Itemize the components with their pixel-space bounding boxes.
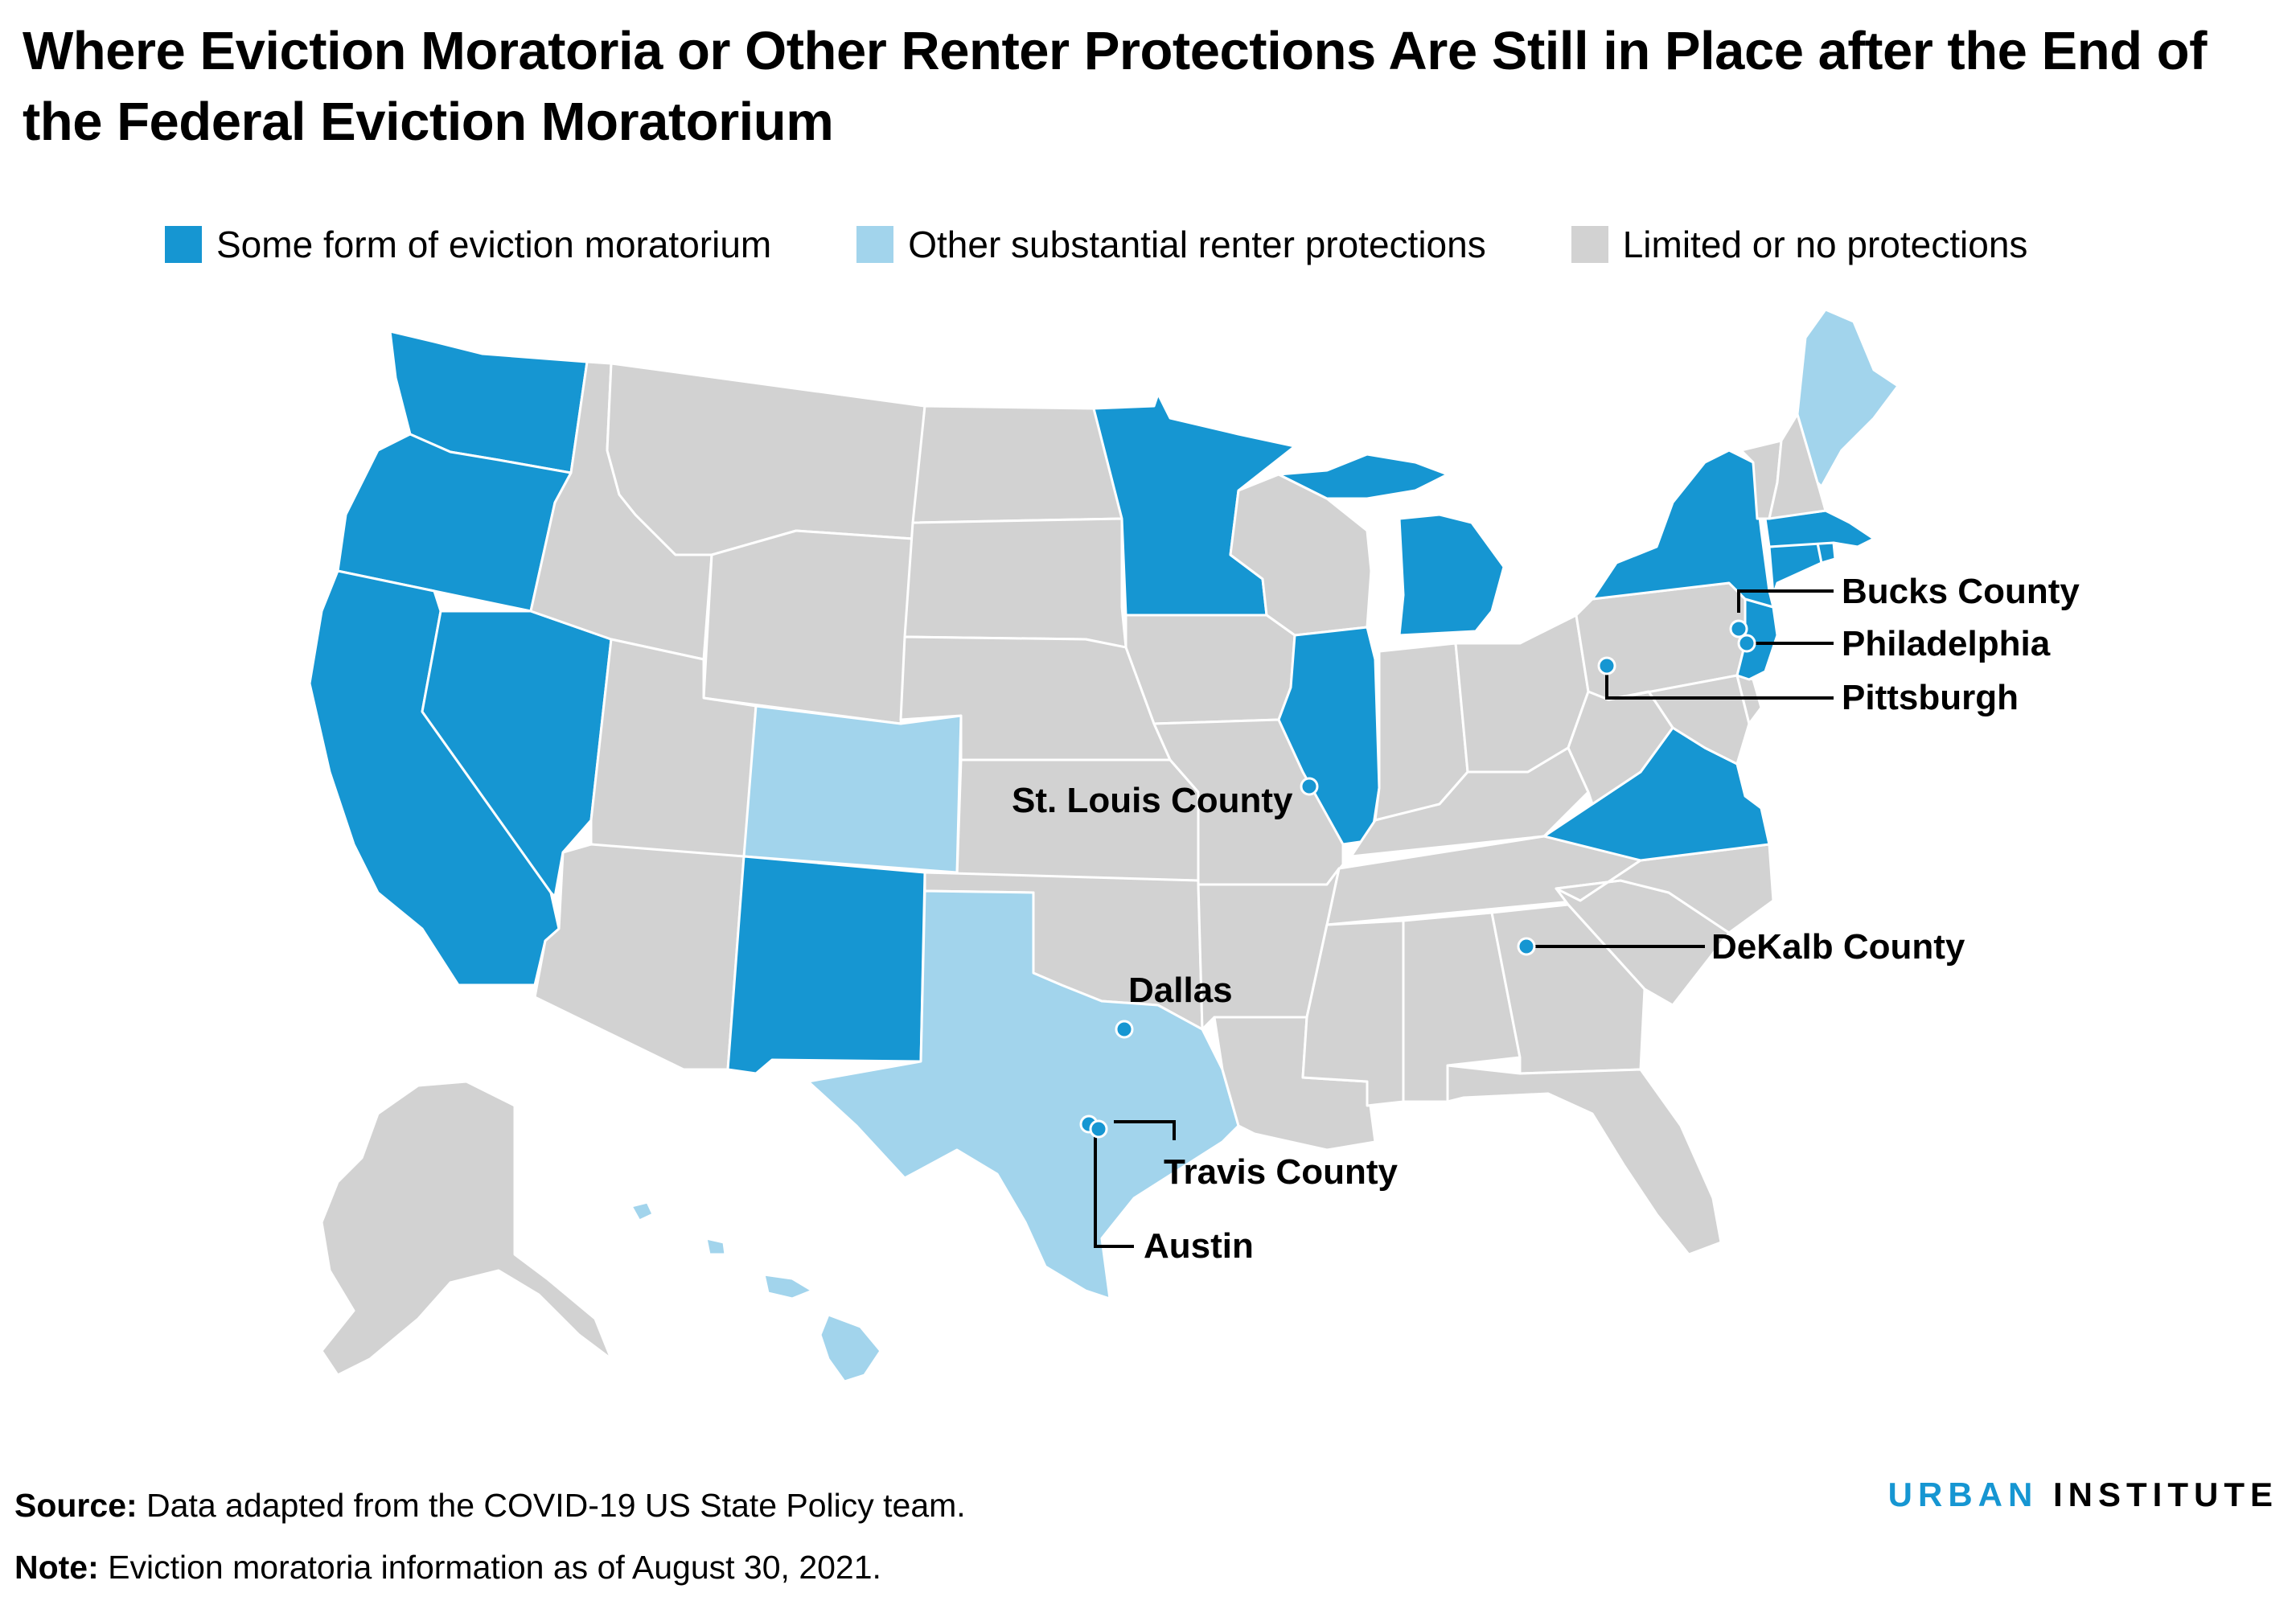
state-rhode-island bbox=[1816, 541, 1837, 564]
marker-stlouis bbox=[1300, 777, 1319, 796]
legend-label-other: Other substantial renter protections bbox=[908, 224, 1486, 265]
leader-bucks bbox=[1737, 589, 1834, 613]
state-new-mexico bbox=[726, 855, 926, 1075]
leader-pittsburgh bbox=[1605, 666, 1834, 700]
state-illinois bbox=[1277, 626, 1381, 846]
legend-swatch-other bbox=[856, 226, 894, 263]
legend-item-limited: Limited or no protections bbox=[1571, 222, 2028, 267]
state-iowa bbox=[1124, 614, 1296, 725]
state-michigan-up bbox=[1277, 453, 1449, 500]
legend-item-other: Other substantial renter protections bbox=[856, 222, 1486, 267]
state-florida bbox=[1446, 1064, 1723, 1256]
legend-label-moratorium: Some form of eviction moratorium bbox=[216, 224, 772, 265]
note-text: Eviction moratoria information as of Aug… bbox=[98, 1549, 881, 1586]
label-philadelphia: Philadelphia bbox=[1842, 624, 2051, 663]
state-hawaii-big-island bbox=[819, 1313, 882, 1383]
label-travis: Travis County bbox=[1164, 1152, 1398, 1192]
legend-swatch-moratorium bbox=[165, 226, 202, 263]
note-label: Note: bbox=[14, 1549, 99, 1586]
label-stlouis: St. Louis County bbox=[1012, 781, 1293, 820]
state-connecticut bbox=[1768, 541, 1823, 597]
state-texas bbox=[807, 889, 1240, 1300]
source-label: Source: bbox=[14, 1487, 138, 1524]
label-pittsburgh: Pittsburgh bbox=[1842, 678, 2019, 717]
marker-pittsburgh bbox=[1597, 656, 1616, 675]
marker-philadelphia bbox=[1737, 634, 1756, 653]
state-michigan bbox=[1398, 513, 1505, 637]
state-kansas bbox=[955, 758, 1200, 882]
state-maine bbox=[1796, 308, 1900, 488]
state-wyoming bbox=[702, 529, 914, 725]
leader-travis bbox=[1114, 1120, 1176, 1140]
marker-bucks bbox=[1729, 619, 1748, 638]
legend-item-moratorium: Some form of eviction moratorium bbox=[165, 222, 771, 267]
legend-swatch-limited bbox=[1571, 226, 1608, 263]
label-bucks: Bucks County bbox=[1842, 572, 2080, 611]
label-dekalb: DeKalb County bbox=[1711, 927, 1965, 967]
state-massachusetts bbox=[1764, 509, 1875, 548]
marker-austin bbox=[1089, 1119, 1108, 1139]
label-austin: Austin bbox=[1144, 1226, 1254, 1266]
state-north-dakota bbox=[911, 404, 1123, 524]
legend-label-limited: Limited or no protections bbox=[1622, 224, 2028, 265]
brand-part2: INSTITUTE bbox=[2053, 1476, 2278, 1513]
label-dallas: Dallas bbox=[1128, 971, 1233, 1010]
state-montana bbox=[606, 362, 926, 556]
state-wisconsin bbox=[1229, 473, 1373, 637]
page-title: Where Eviction Moratoria or Other Renter… bbox=[23, 21, 2207, 152]
leader-austin bbox=[1094, 1127, 1134, 1248]
source-text: Data adapted from the COVID-19 US State … bbox=[137, 1487, 966, 1524]
state-new-york bbox=[1591, 449, 1775, 609]
state-hawaii-oahu bbox=[704, 1237, 727, 1256]
state-alaska bbox=[320, 1080, 613, 1377]
urban-institute-logo: URBAN INSTITUTE bbox=[1888, 1476, 2278, 1514]
state-hawaii-kauai bbox=[630, 1201, 655, 1222]
marker-dallas bbox=[1115, 1020, 1134, 1039]
brand-part1: URBAN bbox=[1887, 1476, 2039, 1513]
state-south-dakota bbox=[903, 517, 1127, 649]
legend: Some form of eviction moratorium Other s… bbox=[165, 222, 2027, 267]
footnote: Note: Eviction moratoria information as … bbox=[14, 1547, 881, 1587]
source-note: Source: Data adapted from the COVID-19 U… bbox=[14, 1485, 966, 1525]
state-hawaii-maui bbox=[762, 1273, 814, 1300]
marker-dekalb bbox=[1517, 937, 1536, 956]
state-arizona bbox=[533, 843, 745, 1071]
state-colorado bbox=[742, 704, 963, 874]
